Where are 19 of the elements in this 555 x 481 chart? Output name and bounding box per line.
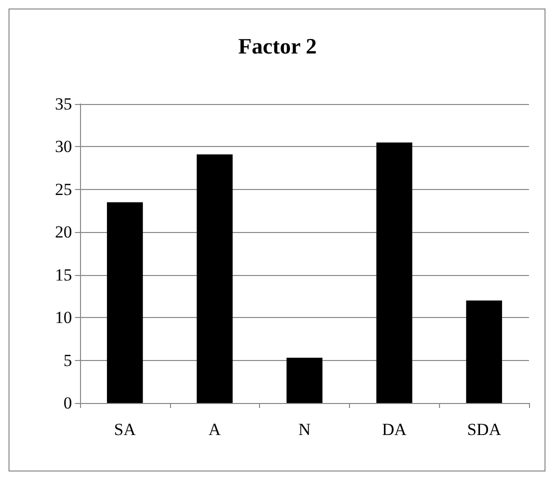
chart-title: Factor 2 (238, 34, 317, 58)
bar (376, 142, 412, 403)
x-tick-label: A (208, 420, 222, 439)
x-tick-label: N (298, 420, 311, 439)
bar (196, 154, 233, 403)
bar (466, 300, 502, 403)
y-tick-label: 15 (55, 265, 72, 284)
bar (106, 202, 143, 403)
bar (286, 358, 322, 403)
y-tick-label: 10 (55, 308, 72, 328)
y-tick-label: 25 (55, 180, 72, 199)
y-tick-label: 0 (64, 394, 72, 412)
y-tick-label: 5 (64, 350, 72, 370)
y-tick-label: 35 (55, 94, 72, 114)
x-tick-label: DA (382, 420, 408, 439)
y-tick-label: 30 (55, 137, 72, 156)
y-tick-label: 20 (55, 222, 72, 242)
x-tick-label: SDA (467, 420, 502, 439)
x-tick-label: SA (114, 420, 136, 439)
